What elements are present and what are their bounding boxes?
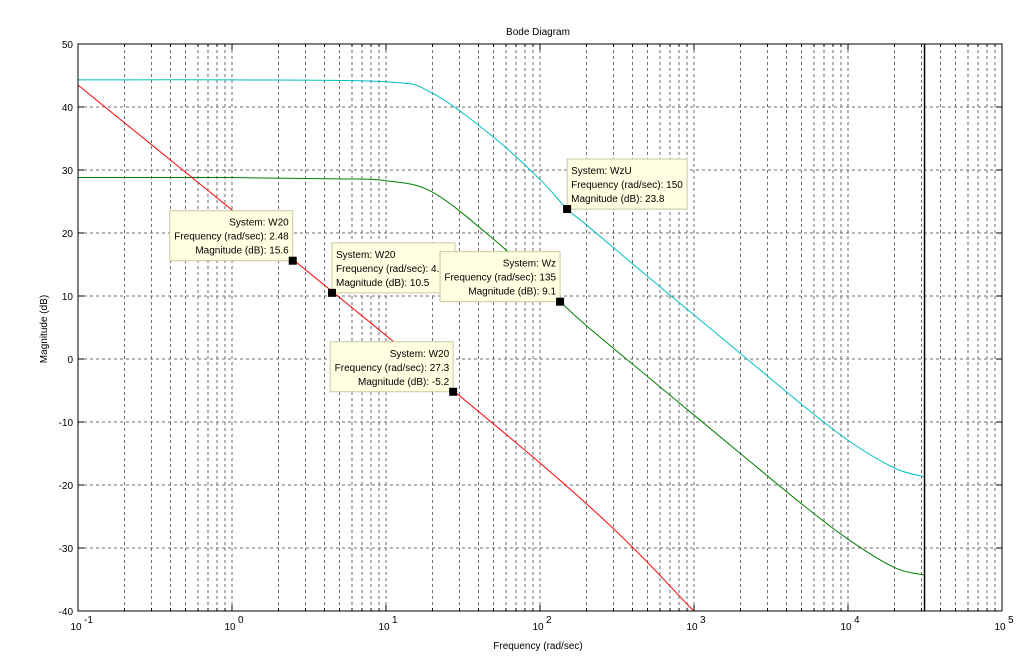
datatips: System: W20 Frequency (rad/sec): 2.48 Magn…: [169, 158, 688, 396]
datatip-marker: [563, 205, 572, 214]
datatip-0: System: W20 Frequency (rad/sec): 2.48 Magn…: [169, 210, 297, 265]
y-tick-label: 0: [67, 355, 73, 366]
datatip-text: System: W20: [229, 218, 289, 229]
x-tick-label: 10: [378, 622, 390, 633]
datatip-text: Frequency (rad/sec): 4.46: [336, 264, 451, 275]
datatip-text: Magnitude (dB): 10.5: [336, 278, 430, 289]
datatip-box: [169, 210, 294, 262]
datatip-text: Frequency (rad/sec): 27.3: [335, 363, 450, 374]
x-tick-exponent: -1: [84, 615, 93, 626]
x-tick-label: 10: [532, 622, 544, 633]
y-tick-label: 20: [62, 229, 74, 240]
datatip-text: System: WzU: [571, 166, 632, 177]
tick-labels: -40-30-20-100102030405010-11001011021031…: [59, 40, 1014, 633]
y-tick-label: -20: [59, 481, 74, 492]
x-tick-exponent: 4: [854, 615, 860, 626]
datatip-text: Frequency (rad/sec): 2.48: [174, 232, 289, 243]
datatip-text: System: W20: [390, 349, 450, 360]
x-axis-label: Frequency (rad/sec): [493, 641, 582, 652]
datatip-text: Frequency (rad/sec): 135: [444, 273, 556, 284]
series-line-0: [77, 79, 925, 478]
datatip-text: Magnitude (dB): 15.6: [195, 246, 289, 257]
x-tick-label: 10: [70, 622, 82, 633]
datatip-text: Magnitude (dB): 23.8: [571, 194, 665, 205]
datatip-text: Magnitude (dB): 9.1: [468, 287, 556, 298]
x-tick-label: 10: [686, 622, 698, 633]
y-axis-label: Magnitude (dB): [39, 295, 50, 363]
y-tick-label: -40: [59, 607, 74, 618]
chart-title: Bode Diagram: [506, 27, 570, 38]
y-tick-label: 50: [62, 40, 74, 51]
x-tick-label: 10: [840, 622, 852, 633]
x-tick-exponent: 3: [700, 615, 706, 626]
datatip-marker: [449, 387, 458, 396]
datatip-text: System: W20: [336, 250, 396, 261]
datatip-3: System: Wz Frequency (rad/sec): 135 Magnit…: [439, 251, 565, 306]
datatip-box: [566, 158, 688, 210]
datatip-marker: [288, 256, 297, 265]
datatip-4: System: WzU Frequency (rad/sec): 150 Magni…: [563, 158, 688, 214]
y-tick-label: 40: [62, 103, 74, 114]
axes: [77, 43, 1003, 612]
datatip-marker: [327, 288, 336, 297]
x-tick-label: 10: [224, 622, 236, 633]
datatip-text: System: Wz: [503, 259, 556, 270]
datatip-2: System: W20 Frequency (rad/sec): 27.3 Magn…: [329, 341, 458, 396]
x-tick-exponent: 1: [392, 615, 398, 626]
axes-box: [77, 43, 1003, 612]
grid: [78, 44, 1002, 611]
datatip-box: [329, 341, 454, 393]
y-tick-label: -10: [59, 418, 74, 429]
datatip-1: System: W20 Frequency (rad/sec): 4.46 Magn…: [327, 242, 456, 297]
x-tick-exponent: 5: [1008, 615, 1014, 626]
datatip-text: Frequency (rad/sec): 150: [571, 180, 683, 191]
y-tick-label: -30: [59, 544, 74, 555]
x-tick-label: 10: [994, 622, 1006, 633]
x-tick-exponent: 2: [546, 615, 552, 626]
datatip-marker: [556, 297, 565, 306]
datatip-text: Magnitude (dB): -5.2: [358, 377, 450, 388]
y-tick-label: 30: [62, 166, 74, 177]
y-tick-label: 10: [62, 292, 74, 303]
datatip-box: [331, 242, 456, 294]
x-tick-exponent: 0: [238, 615, 244, 626]
series-line-2: [77, 84, 695, 612]
datatip-box: [439, 251, 561, 303]
